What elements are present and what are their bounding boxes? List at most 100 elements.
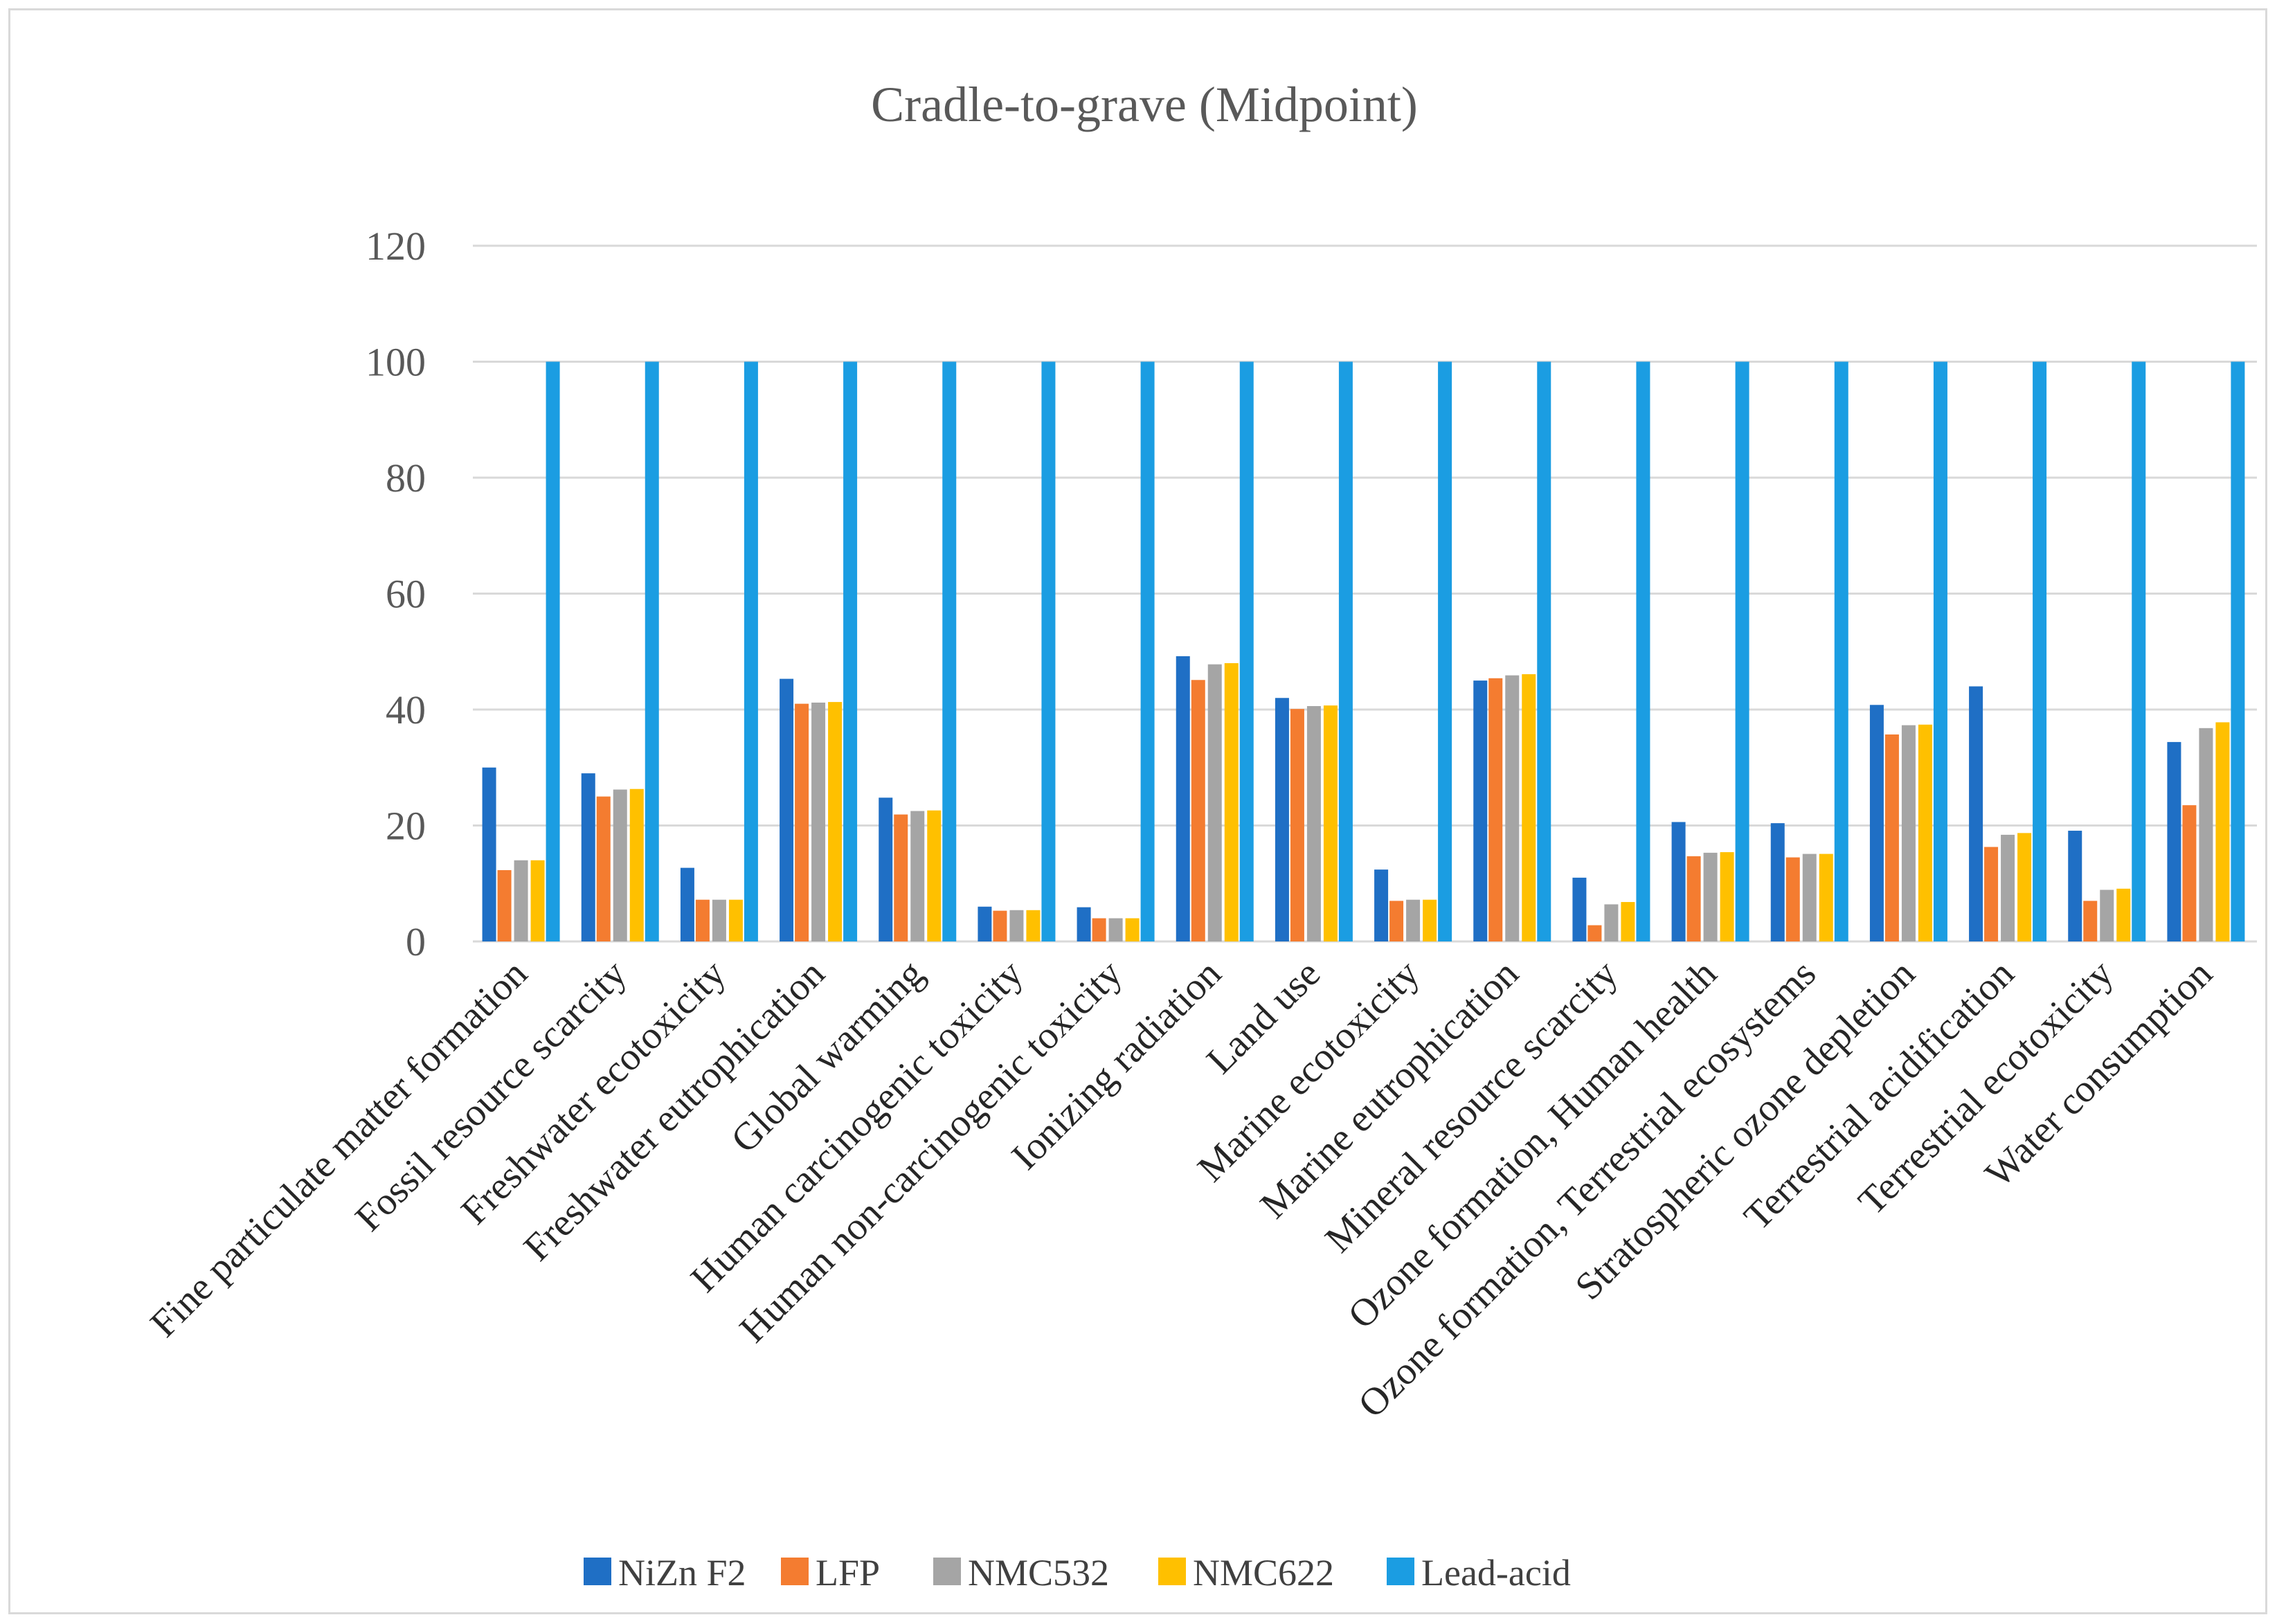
bar-nmc622-14 <box>1918 724 1932 941</box>
y-tick-label: 0 <box>406 919 426 964</box>
bar-lfp-7 <box>1191 680 1205 941</box>
bar-nmc622-3 <box>828 702 843 941</box>
bar-nmc622-12 <box>1720 852 1734 941</box>
x-tick-label: Ozone formation, Terrestrial ecosystems <box>1350 952 1824 1426</box>
legend-swatch <box>1158 1558 1186 1585</box>
bar-nizn-f2-9 <box>1374 869 1389 941</box>
bar-lead-acid-17 <box>2231 361 2245 941</box>
bar-nizn-f2-10 <box>1473 680 1488 941</box>
bar-nmc622-17 <box>2215 722 2230 941</box>
bar-lead-acid-12 <box>1735 361 1749 941</box>
legend-label: NMC622 <box>1193 1552 1334 1594</box>
bar-nmc622-13 <box>1819 854 1833 941</box>
bar-nmc532-8 <box>1306 705 1321 941</box>
bar-nmc532-16 <box>2100 890 2114 941</box>
chart-frame: Cradle-to-grave (Midpoint) 0 20 40 60 80 100 1… <box>8 8 2267 1614</box>
legend-label: Lead-acid <box>1421 1552 1571 1594</box>
bar-lfp-16 <box>2083 901 2098 941</box>
bar-lfp-11 <box>1587 925 1602 941</box>
y-tick-label: 60 <box>386 572 426 617</box>
bar-nmc532-0 <box>514 860 528 941</box>
bar-nmc532-14 <box>1901 725 1916 941</box>
bar-lfp-5 <box>993 910 1007 941</box>
bar-nizn-f2-8 <box>1275 698 1289 941</box>
bar-lfp-9 <box>1389 901 1404 941</box>
bar-nmc622-7 <box>1224 663 1239 941</box>
bar-lead-acid-5 <box>1041 361 1056 941</box>
bar-lfp-4 <box>894 814 908 941</box>
bar-lead-acid-4 <box>942 361 957 941</box>
bar-nizn-f2-16 <box>2068 831 2082 941</box>
bar-nmc622-2 <box>728 899 743 941</box>
y-tick-label: 80 <box>386 455 426 500</box>
bar-lfp-0 <box>497 869 512 941</box>
bar-nizn-f2-14 <box>1869 705 1884 941</box>
y-axis-ticks: 0 20 40 60 80 100 120 <box>366 224 426 964</box>
bar-nmc622-15 <box>2017 833 2032 941</box>
bar-lfp-10 <box>1488 678 1503 941</box>
x-axis-labels: Fine particulate matter formationFossil … <box>142 952 2220 1426</box>
bar-nizn-f2-3 <box>780 678 794 941</box>
bar-nmc532-9 <box>1406 899 1421 941</box>
bar-lead-acid-9 <box>1438 361 1452 941</box>
bar-nmc622-11 <box>1621 902 1635 941</box>
bar-nmc622-9 <box>1423 899 1437 941</box>
bar-lead-acid-15 <box>2033 361 2047 941</box>
bars <box>482 361 2245 941</box>
bar-nizn-f2-2 <box>680 867 694 941</box>
chart-title: Cradle-to-grave (Midpoint) <box>871 77 1418 132</box>
x-tick-label: Fine particulate matter formation <box>142 952 535 1345</box>
bar-nizn-f2-0 <box>482 767 496 941</box>
bar-lead-acid-0 <box>546 361 560 941</box>
bar-lfp-12 <box>1686 856 1701 941</box>
grid-lines <box>473 244 2257 943</box>
bar-lfp-3 <box>795 703 809 941</box>
bar-nizn-f2-1 <box>581 773 595 941</box>
bar-lfp-15 <box>1984 847 1999 941</box>
bar-nizn-f2-11 <box>1572 877 1587 941</box>
bar-nizn-f2-4 <box>879 797 893 941</box>
bar-nmc532-5 <box>1009 910 1024 941</box>
legend-swatch <box>933 1558 961 1585</box>
y-tick-label: 20 <box>386 804 426 849</box>
legend-swatch <box>781 1558 809 1585</box>
legend-label: NiZn F2 <box>618 1552 746 1594</box>
legend: NiZn F2 LFP NMC532 NMC622 Lead-acid <box>584 1552 1571 1594</box>
bar-lead-acid-16 <box>2132 361 2146 941</box>
bar-lfp-8 <box>1290 709 1304 941</box>
bar-lfp-1 <box>596 796 611 941</box>
bar-nmc532-7 <box>1207 664 1222 941</box>
bar-nmc532-11 <box>1604 904 1619 941</box>
legend-label: LFP <box>816 1552 880 1594</box>
bar-nmc532-1 <box>613 789 627 941</box>
bar-nmc532-2 <box>712 899 726 941</box>
bar-nmc622-4 <box>927 810 942 941</box>
bar-nmc532-15 <box>2001 834 2015 941</box>
bar-lead-acid-11 <box>1636 361 1650 941</box>
bar-nmc622-1 <box>629 788 644 941</box>
bar-lfp-17 <box>2182 805 2197 941</box>
bar-lead-acid-8 <box>1338 361 1353 941</box>
bar-nizn-f2-13 <box>1770 823 1785 941</box>
bar-nmc532-3 <box>811 702 826 941</box>
bar-nmc622-10 <box>1522 674 1536 941</box>
bar-nizn-f2-5 <box>978 906 992 941</box>
bar-lead-acid-6 <box>1140 361 1155 941</box>
bar-nizn-f2-7 <box>1176 656 1190 941</box>
bar-nmc532-4 <box>910 811 925 941</box>
bar-nmc622-8 <box>1323 705 1338 941</box>
bar-nmc622-6 <box>1125 918 1140 941</box>
bar-nmc532-10 <box>1505 675 1520 941</box>
y-tick-label: 100 <box>366 340 426 385</box>
bar-nizn-f2-12 <box>1671 822 1686 941</box>
bar-lead-acid-13 <box>1834 361 1848 941</box>
bar-nmc532-6 <box>1108 918 1123 941</box>
bar-nizn-f2-15 <box>1969 686 1983 941</box>
bar-lead-acid-1 <box>645 361 659 941</box>
bar-lfp-14 <box>1884 734 1899 941</box>
bar-nmc532-13 <box>1802 854 1817 941</box>
bar-lfp-13 <box>1785 857 1800 941</box>
bar-lead-acid-14 <box>1933 361 1947 941</box>
bar-lead-acid-10 <box>1537 361 1551 941</box>
bar-lead-acid-3 <box>843 361 858 941</box>
